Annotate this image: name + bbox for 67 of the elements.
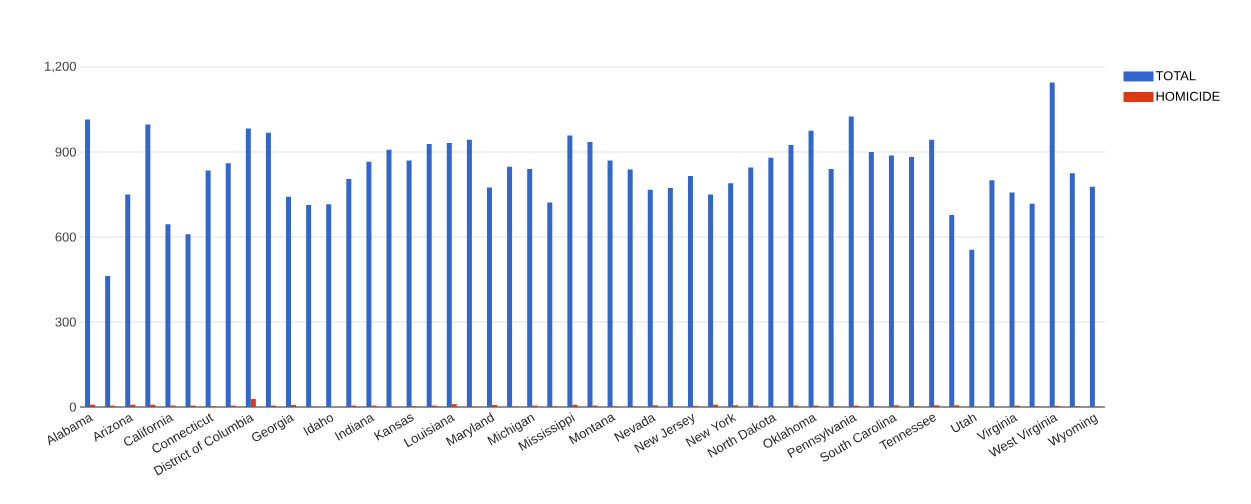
bar bbox=[130, 404, 136, 407]
bar bbox=[788, 144, 794, 407]
bar bbox=[286, 196, 292, 407]
bar bbox=[587, 142, 593, 407]
bar bbox=[888, 155, 894, 407]
y-tick-label: 1,200 bbox=[45, 61, 76, 73]
legend-label: HOMICIDE bbox=[1156, 91, 1220, 101]
bar bbox=[326, 204, 332, 407]
bar bbox=[728, 183, 734, 407]
bar bbox=[768, 157, 774, 407]
bar bbox=[366, 161, 372, 407]
bar bbox=[808, 130, 814, 407]
bar bbox=[85, 119, 91, 407]
bar bbox=[90, 404, 96, 407]
bar bbox=[547, 202, 553, 407]
x-tick-label: Utah bbox=[950, 414, 977, 433]
y-tick-label: 0 bbox=[69, 402, 76, 412]
y-tick-label: 900 bbox=[55, 147, 76, 157]
bar bbox=[647, 189, 653, 407]
bar bbox=[265, 132, 271, 407]
bar bbox=[406, 160, 412, 407]
bar bbox=[245, 128, 251, 407]
bar bbox=[426, 144, 432, 407]
legend-label: TOTAL bbox=[1155, 71, 1196, 81]
bar bbox=[446, 142, 452, 407]
bar bbox=[105, 276, 111, 407]
bar bbox=[451, 404, 457, 407]
bar bbox=[185, 234, 191, 407]
bar bbox=[145, 124, 151, 407]
bar bbox=[748, 167, 754, 407]
bar bbox=[527, 169, 533, 407]
bar bbox=[848, 116, 854, 407]
bar bbox=[989, 180, 995, 407]
bar bbox=[486, 187, 492, 407]
bar bbox=[205, 170, 211, 407]
bar bbox=[346, 178, 352, 407]
bar bbox=[306, 204, 312, 407]
bar bbox=[1029, 203, 1035, 407]
y-tick-label: 300 bbox=[55, 317, 76, 327]
bar bbox=[929, 139, 935, 407]
bar bbox=[572, 404, 578, 407]
bar bbox=[687, 176, 693, 407]
bar bbox=[909, 157, 915, 407]
bar bbox=[466, 139, 472, 407]
bar bbox=[708, 194, 714, 407]
bar bbox=[567, 135, 573, 407]
bar bbox=[828, 169, 834, 407]
bar bbox=[969, 249, 975, 407]
bar bbox=[165, 224, 171, 407]
bar bbox=[150, 404, 156, 407]
bar bbox=[507, 166, 513, 407]
bar bbox=[627, 169, 633, 407]
bar bbox=[125, 194, 131, 407]
bar bbox=[949, 214, 955, 407]
bar bbox=[1069, 173, 1075, 407]
bar bbox=[607, 160, 613, 407]
bar bbox=[868, 152, 874, 407]
bar bbox=[250, 399, 256, 407]
bar bbox=[713, 404, 719, 407]
bar bbox=[1089, 186, 1095, 407]
y-tick-label: 600 bbox=[55, 232, 76, 242]
bar bbox=[225, 163, 231, 407]
bar bbox=[667, 187, 673, 407]
bar bbox=[1009, 192, 1015, 407]
bar bbox=[386, 149, 392, 407]
bar bbox=[1049, 82, 1055, 407]
x-tick-label: Idaho bbox=[303, 415, 334, 436]
